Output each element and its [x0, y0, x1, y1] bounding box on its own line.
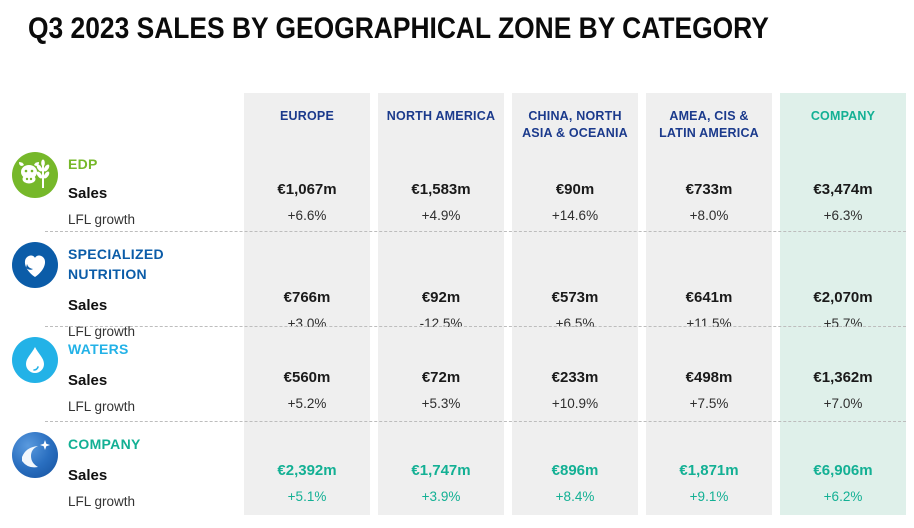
lfl-value: +7.5% — [689, 396, 729, 411]
sales-value: €896m — [551, 462, 599, 479]
sales-label: Sales — [68, 297, 108, 314]
company-china-asia-cell: €896m +8.4% — [512, 422, 638, 515]
table-row-specialized-nutrition: SPECIALIZED NUTRITION Sales LFL growth €… — [12, 232, 906, 342]
category-label-specialized-nutrition: SPECIALIZED NUTRITION — [68, 246, 164, 282]
sales-label: Sales — [68, 372, 108, 389]
lfl-value: +6.3% — [823, 208, 863, 223]
column-header-company: COMPANY — [780, 93, 906, 150]
lfl-value: +6.2% — [823, 489, 863, 504]
lfl-value: +5.1% — [287, 489, 327, 504]
waters-europe-cell: €560m +5.2% — [244, 327, 370, 422]
header-spacer — [14, 93, 236, 150]
sales-value: €233m — [551, 369, 599, 386]
category-label-company: COMPANY — [68, 436, 141, 452]
table-row-waters: WATERS Sales LFL growth €560m +5.2% €72m… — [12, 327, 906, 422]
company-north-america-cell: €1,747m +3.9% — [378, 422, 504, 515]
heart-hand-icon — [12, 242, 58, 288]
sales-value: €2,070m — [813, 289, 873, 306]
row-label-edp: EDP Sales LFL growth — [12, 150, 236, 232]
sales-value: €1,067m — [277, 181, 337, 198]
lfl-growth-label: LFL growth — [68, 494, 136, 509]
lfl-value: +9.1% — [689, 489, 729, 504]
sales-value: €1,362m — [813, 369, 873, 386]
column-header-europe: EUROPE — [244, 93, 370, 150]
sales-value: €3,474m — [813, 181, 873, 198]
category-label-edp: EDP — [68, 156, 98, 172]
lfl-value: +5.2% — [287, 396, 327, 411]
sales-value: €6,906m — [813, 462, 873, 479]
sales-value: €641m — [685, 289, 733, 306]
company-total-cell: €6,906m +6.2% — [780, 422, 906, 515]
row-label-specialized-nutrition: SPECIALIZED NUTRITION Sales LFL growth — [12, 232, 236, 342]
lfl-growth-label: LFL growth — [68, 324, 136, 339]
lfl-value: +6.6% — [287, 208, 327, 223]
category-label-waters: WATERS — [68, 341, 129, 357]
lfl-value: +4.9% — [421, 208, 461, 223]
lfl-growth-label: LFL growth — [68, 399, 136, 414]
sn-company-cell: €2,070m +5.7% — [780, 232, 906, 342]
row-label-company: COMPANY Sales LFL growth — [12, 422, 236, 515]
waters-north-america-cell: €72m +5.3% — [378, 327, 504, 422]
table-row-edp: EDP Sales LFL growth €1,067m +6.6% €1,58… — [12, 150, 906, 232]
sn-amea-cell: €641m +11.5% — [646, 232, 772, 342]
sales-table: EUROPE NORTH AMERICA CHINA, NORTH ASIA &… — [12, 93, 906, 515]
column-header-china-north-asia-oceania: CHINA, NORTH ASIA & OCEANIA — [512, 93, 638, 150]
sales-value: €573m — [551, 289, 599, 306]
sn-north-america-cell: €92m -12.5% — [378, 232, 504, 342]
sales-value: €560m — [283, 369, 331, 386]
column-header-north-america: NORTH AMERICA — [378, 93, 504, 150]
page-title: Q3 2023 SALES BY GEOGRAPHICAL ZONE BY CA… — [28, 12, 769, 45]
lfl-value: +8.4% — [555, 489, 595, 504]
globe-icon — [12, 432, 58, 478]
cow-wheat-icon — [12, 152, 58, 198]
sales-value: €1,871m — [679, 462, 739, 479]
water-drop-icon — [12, 337, 58, 383]
edp-amea-cell: €733m +8.0% — [646, 150, 772, 232]
sales-value: €1,583m — [411, 181, 471, 198]
table-row-company: COMPANY Sales LFL growth €2,392m +5.1% €… — [12, 422, 906, 515]
column-header-amea-cis-latin-america: AMEA, CIS & LATIN AMERICA — [646, 93, 772, 150]
lfl-value: +7.0% — [823, 396, 863, 411]
lfl-growth-label: LFL growth — [68, 212, 136, 227]
sales-value: €2,392m — [277, 462, 337, 479]
sales-value: €766m — [283, 289, 331, 306]
sales-label: Sales — [68, 185, 108, 202]
lfl-value: +14.6% — [551, 208, 599, 223]
lfl-value: +5.3% — [421, 396, 461, 411]
sales-value: €498m — [685, 369, 733, 386]
sales-value: €72m — [421, 369, 461, 386]
lfl-value: +3.9% — [421, 489, 461, 504]
row-label-waters: WATERS Sales LFL growth — [12, 327, 236, 422]
company-europe-cell: €2,392m +5.1% — [244, 422, 370, 515]
table-header-row: EUROPE NORTH AMERICA CHINA, NORTH ASIA &… — [14, 93, 906, 150]
sn-china-asia-cell: €573m +6.5% — [512, 232, 638, 342]
sn-europe-cell: €766m +3.0% — [244, 232, 370, 342]
sales-value: €1,747m — [411, 462, 471, 479]
sales-value: €92m — [421, 289, 461, 306]
sales-value: €90m — [555, 181, 595, 198]
waters-company-cell: €1,362m +7.0% — [780, 327, 906, 422]
sales-label: Sales — [68, 467, 108, 484]
edp-europe-cell: €1,067m +6.6% — [244, 150, 370, 232]
sales-value: €733m — [685, 181, 733, 198]
waters-china-asia-cell: €233m +10.9% — [512, 327, 638, 422]
lfl-value: +10.9% — [551, 396, 599, 411]
edp-north-america-cell: €1,583m +4.9% — [378, 150, 504, 232]
waters-amea-cell: €498m +7.5% — [646, 327, 772, 422]
company-amea-cell: €1,871m +9.1% — [646, 422, 772, 515]
edp-china-asia-cell: €90m +14.6% — [512, 150, 638, 232]
lfl-value: +8.0% — [689, 208, 729, 223]
edp-company-cell: €3,474m +6.3% — [780, 150, 906, 232]
